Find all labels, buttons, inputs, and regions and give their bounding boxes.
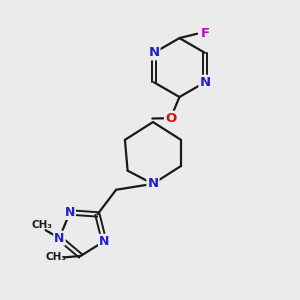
Text: N: N: [99, 235, 109, 248]
Text: O: O: [165, 112, 176, 125]
Text: CH₃: CH₃: [46, 252, 67, 262]
Text: N: N: [64, 206, 75, 219]
Text: N: N: [147, 177, 158, 190]
Text: N: N: [200, 76, 211, 89]
Text: CH₃: CH₃: [31, 220, 52, 230]
Text: N: N: [54, 232, 64, 244]
Text: N: N: [148, 46, 160, 59]
Text: F: F: [200, 27, 210, 40]
